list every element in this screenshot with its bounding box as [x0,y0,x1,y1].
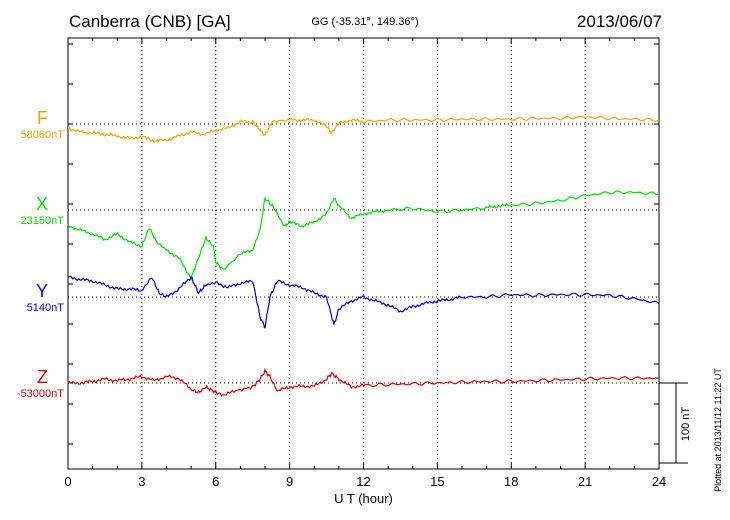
series-line-f [67,115,660,144]
x-ticks: 0 3 6 9 12 15 18 21 24 [64,38,666,489]
series-line-x [67,190,660,282]
series-baseline-y: 5140nT [26,302,64,314]
x-tick-label: 6 [212,474,219,489]
series-label-y: Y 5140nT [0,281,64,314]
series-label-x: X 23150nT [0,194,64,227]
series-name-y: Y [35,281,48,301]
series-line-y [67,275,660,329]
series-line-z [67,367,660,398]
station-coordinates: GG (-35.31°, 149.36°) [311,16,419,28]
scale-bar-label: 100 nT [680,406,692,442]
series-label-f: F 58060nT [0,108,64,141]
grid [68,38,659,469]
x-tick-label: 18 [504,474,518,489]
x-tick-label: 15 [430,474,444,489]
series-lines [67,115,660,398]
station-title: Canberra (CNB) [GA] [69,12,231,31]
series-name-x: X [35,194,48,214]
x-tick-label: 12 [356,474,370,489]
x-tick-label: 3 [138,474,145,489]
chart-date: 2013/06/07 [576,12,662,31]
series-baseline-z: -53000nT [16,388,64,400]
scale-bar [659,382,688,464]
plotted-timestamp: Plotted at 2013/11/12 11:22 UT [713,368,723,492]
series-name-f: F [37,108,48,128]
x-tick-label: 9 [286,474,293,489]
series-baseline-f: 58060nT [20,129,64,141]
series-name-z: Z [37,367,48,387]
x-axis-label: U T (hour) [334,491,393,506]
x-tick-label: 0 [64,474,71,489]
x-tick-label: 24 [652,474,666,489]
series-label-z: Z -53000nT [0,367,64,400]
x-tick-label: 21 [578,474,592,489]
series-baseline-x: 23150nT [20,215,64,227]
